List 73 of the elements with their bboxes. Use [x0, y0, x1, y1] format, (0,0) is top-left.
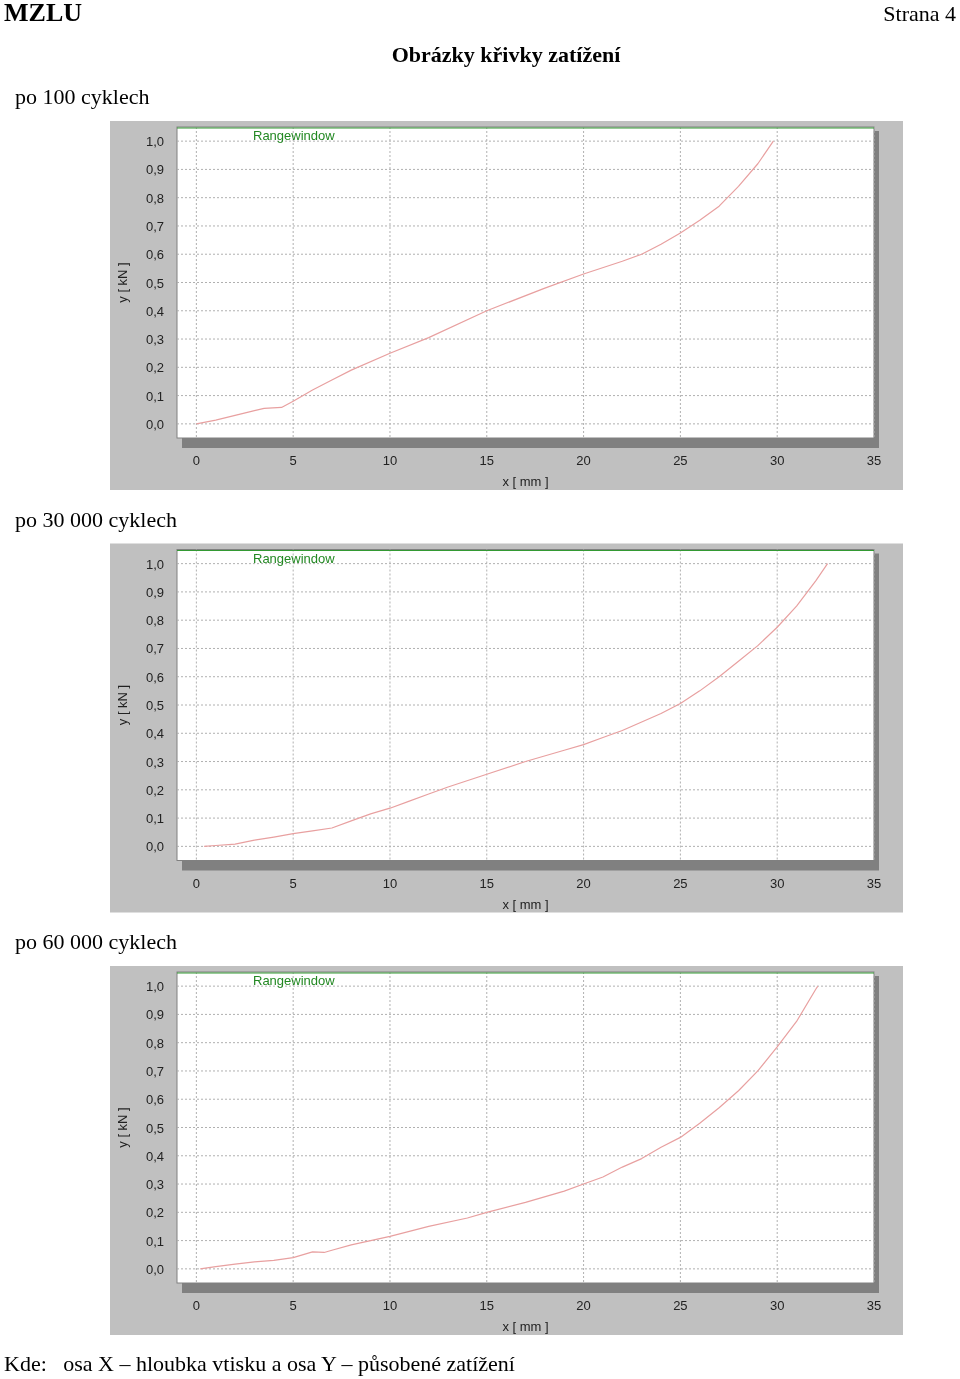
x-tick-label: 5 [289, 875, 297, 891]
y-axis-title: y [ kN ] [115, 262, 130, 303]
x-tick-label: 20 [576, 875, 591, 891]
x-tick-label: 25 [673, 453, 688, 468]
y-tick-label: 0,5 [145, 1120, 165, 1136]
y-tick-label: 1,0 [145, 979, 165, 995]
y-tick-label: 0,1 [145, 1233, 165, 1249]
x-tick-label: 25 [673, 875, 688, 891]
y-tick-label: 1,0 [145, 134, 165, 150]
y-tick-label: 0,0 [145, 839, 165, 855]
y-tick-label: 0,1 [145, 811, 165, 827]
y-tick-label: 0,2 [145, 1205, 165, 1221]
text: Kde: osa X – hloubka vtisku a osa Y – působené zatížení [4, 1351, 515, 1376]
x-tick-label: 35 [866, 1298, 882, 1313]
x-tick-label: 25 [673, 1298, 688, 1313]
y-tick-label: 0,9 [145, 584, 165, 600]
x-tick-label: 0 [192, 1298, 200, 1313]
y-tick-label: 0,8 [145, 190, 165, 206]
annotation: Rangewindow [253, 550, 336, 566]
x-tick-label: 5 [289, 453, 297, 468]
x-tick-label: 30 [769, 453, 785, 468]
y-tick-label: 0,7 [145, 641, 165, 657]
annotation: Rangewindow [253, 128, 336, 143]
x-tick-label: 10 [382, 875, 398, 891]
y-tick-label: 0,7 [145, 218, 165, 234]
chart-title: po 100 cyklech [15, 84, 150, 109]
y-tick-label: 0,3 [145, 754, 165, 770]
y-tick-label: 0,9 [145, 1007, 165, 1023]
y-tick-label: 0,2 [145, 360, 165, 376]
y-tick-label: 0,0 [145, 416, 165, 432]
x-tick-label: 20 [576, 453, 591, 468]
x-axis-title: x [ mm ] [502, 896, 549, 912]
chart-title: po 60 000 cyklech [15, 929, 177, 954]
x-tick-label: 5 [289, 1298, 297, 1313]
x-tick-label: 0 [192, 875, 200, 891]
y-tick-label: 0,6 [145, 669, 165, 685]
x-tick-label: 35 [866, 875, 882, 891]
y-tick-label: 0,3 [145, 1177, 165, 1193]
x-tick-label: 10 [382, 1298, 398, 1313]
x-tick-label: 15 [479, 875, 495, 891]
y-tick-label: 0,7 [145, 1063, 165, 1079]
x-tick-label: 35 [866, 453, 882, 468]
y-tick-label: 0,1 [145, 388, 165, 404]
text: Strana 4 [883, 1, 956, 26]
y-tick-label: 0,6 [145, 247, 165, 263]
y-tick-label: 0,4 [145, 303, 165, 319]
x-tick-label: 15 [479, 453, 495, 468]
y-tick-label: 0,8 [145, 613, 165, 629]
y-tick-label: 0,5 [145, 275, 165, 291]
y-tick-label: 0,0 [145, 1261, 165, 1277]
text: Obrázky křivky zatížení [391, 42, 622, 67]
y-tick-label: 1,0 [145, 556, 165, 572]
x-tick-label: 15 [479, 1298, 495, 1313]
y-tick-label: 0,8 [145, 1035, 165, 1051]
text: MZLU [4, 0, 83, 27]
y-axis-title: y [ kN ] [115, 684, 130, 726]
y-tick-label: 0,3 [145, 332, 165, 348]
y-tick-label: 0,6 [145, 1092, 165, 1108]
x-tick-label: 0 [192, 453, 200, 468]
annotation: Rangewindow [253, 973, 336, 988]
y-tick-label: 0,5 [145, 698, 165, 713]
x-tick-label: 10 [382, 453, 398, 468]
x-tick-label: 30 [769, 875, 785, 891]
x-axis-title: x [ mm ] [502, 474, 549, 489]
x-axis-title: x [ mm ] [502, 1319, 549, 1334]
y-tick-label: 0,9 [145, 162, 165, 178]
y-tick-label: 0,4 [145, 1148, 165, 1164]
y-axis-title: y [ kN ] [115, 1107, 130, 1148]
x-tick-label: 20 [576, 1298, 591, 1313]
x-tick-label: 30 [769, 1298, 785, 1313]
chart-title: po 30 000 cyklech [15, 506, 177, 532]
y-tick-label: 0,4 [145, 726, 165, 742]
y-tick-label: 0,2 [145, 782, 165, 798]
